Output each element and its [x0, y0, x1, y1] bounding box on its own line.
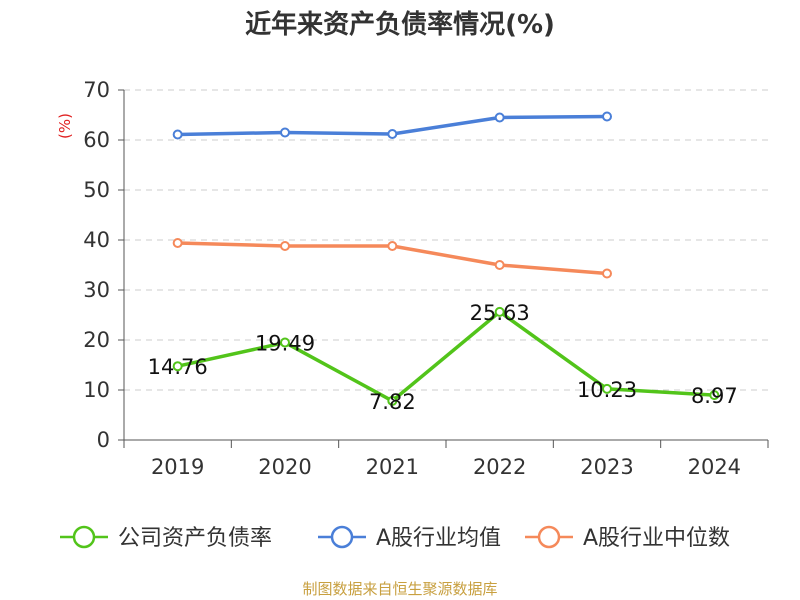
- x-tick-label: 2020: [258, 455, 311, 479]
- data-point: [280, 337, 290, 348]
- x-tick-labels: 2019 2020 2021 2022 2023 2024: [151, 455, 741, 479]
- data-label: 10.23: [577, 378, 637, 402]
- data-label: 8.97: [691, 384, 738, 408]
- source-note: 制图数据来自恒生聚源数据库: [302, 580, 498, 598]
- y-axis-label: (%): [56, 113, 74, 139]
- y-tick-label: 10: [83, 378, 110, 402]
- legend-label: A股行业中位数: [583, 526, 730, 551]
- legend-swatch-marker: [537, 525, 561, 549]
- data-labels: 14.76 19.49 7.82 25.63 10.23 8.97: [148, 301, 738, 414]
- legend-label: 公司资产负债率: [118, 526, 272, 551]
- legend-swatch-marker: [330, 525, 354, 549]
- data-point: [387, 395, 398, 406]
- series-lines: [172, 111, 720, 406]
- data-label: 14.76: [148, 355, 208, 379]
- data-label: 25.63: [470, 301, 530, 325]
- y-tick-label: 70: [83, 78, 110, 102]
- data-point: [494, 260, 505, 270]
- data-point: [602, 383, 612, 394]
- y-tick-label: 40: [83, 228, 110, 252]
- data-point: [172, 129, 183, 140]
- data-point: [280, 127, 290, 138]
- x-tick-label: 2024: [688, 455, 741, 479]
- data-point: [494, 112, 505, 123]
- y-tick-label: 30: [83, 278, 110, 302]
- data-label: 19.49: [255, 332, 315, 356]
- legend-label: A股行业均值: [376, 526, 501, 551]
- y-tick-label: 20: [83, 328, 110, 352]
- data-label: 7.82: [369, 390, 416, 414]
- y-tick-label: 60: [83, 128, 110, 152]
- axes: [118, 89, 769, 448]
- data-point: [387, 129, 398, 139]
- y-tick-label: 0: [97, 428, 110, 452]
- data-point: [387, 241, 398, 251]
- legend: 公司资产负债率 A股行业均值 A股行业中位数: [60, 525, 730, 551]
- chart-title: 近年来资产负债率情况(%): [245, 10, 555, 40]
- data-point: [602, 268, 612, 279]
- y-tick-labels: 0 10 20 30 40 50 60 70: [83, 78, 110, 452]
- gridlines: [124, 89, 768, 391]
- legend-swatch-marker: [72, 525, 96, 549]
- data-point: [494, 306, 505, 317]
- data-point: [172, 361, 183, 372]
- data-point: [709, 390, 720, 401]
- x-tick-label: 2022: [473, 455, 526, 479]
- data-point: [280, 241, 290, 251]
- data-point: [172, 238, 183, 248]
- x-tick-label: 2021: [366, 455, 419, 479]
- y-tick-label: 50: [83, 178, 110, 202]
- data-point: [602, 111, 612, 122]
- x-tick-label: 2023: [580, 455, 633, 479]
- x-tick-label: 2019: [151, 455, 204, 479]
- series-line: [177, 310, 715, 403]
